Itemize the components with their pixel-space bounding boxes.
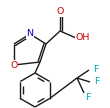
- Text: OH: OH: [76, 33, 90, 43]
- Text: F: F: [94, 78, 99, 87]
- Text: O: O: [56, 7, 64, 17]
- Text: F: F: [93, 65, 98, 75]
- Text: N: N: [27, 29, 34, 38]
- Text: F: F: [85, 92, 90, 102]
- Text: O: O: [10, 60, 18, 70]
